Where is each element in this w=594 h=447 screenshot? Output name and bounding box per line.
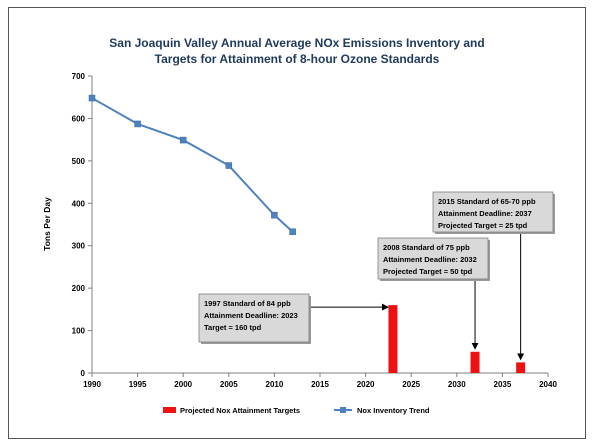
annotation-text: Projected Target = 50 tpd [383,267,473,276]
trend-point [179,136,187,144]
axes: 0 100 200 300 400 500 600 700 1990 1995 2000 2005 20… [72,72,558,389]
annotation-text: Attainment Deadline: 2032 [383,255,477,264]
legend-label-trend: Nox Inventory Trend [357,406,430,415]
trend-point [225,162,233,169]
target-bars [388,305,526,373]
chart-title-line-2: Targets for Attainment of 8-hour Ozone S… [155,52,440,66]
x-tick-label: 1995 [129,380,147,389]
legend: Projected Nox Attainment Targets Nox Inve… [163,406,430,415]
annotation-text: Attainment Deadline: 2023 [204,311,298,320]
trend-point [134,120,141,128]
y-axis-label: Tons Per Day [42,197,52,251]
x-tick-label: 2000 [174,380,192,389]
x-tick-label: 2030 [448,380,466,389]
annotation-text: Projected Target = 25 tpd [438,221,528,230]
y-tick-label: 0 [81,369,86,378]
trend-point [289,228,296,235]
annotation-text: 1997 Standard of 84 ppb [204,299,291,308]
inventory-trend [88,94,296,235]
y-tick-label: 400 [72,199,86,208]
target-bar [470,351,480,373]
legend-marker-trend [340,407,346,413]
legend-swatch-targets [163,407,176,413]
y-tick-label: 700 [72,72,86,81]
x-tick-label: 2040 [539,380,557,389]
chart-title-line-1: San Joaquin Valley Annual Average NOx Em… [109,36,484,50]
target-bar [516,362,526,373]
target-bar [388,305,398,373]
trend-point [271,211,278,219]
annotation-text: Target = 160 tpd [204,323,262,332]
y-tick-label: 300 [72,242,86,251]
annotation-text: Attainment Deadline: 2037 [438,209,532,218]
y-tick-label: 500 [72,157,86,166]
annotation-box [198,293,310,343]
x-tick-label: 2025 [402,380,420,389]
annotations: 1997 Standard of 84 ppb Attainment Deadli… [198,191,555,361]
y-tick-label: 200 [72,284,86,293]
x-tick-label: 2010 [266,380,284,389]
y-tick-label: 600 [72,114,86,123]
x-tick-label: 2020 [357,380,375,389]
trend-point [88,94,96,102]
y-tick-label: 100 [72,327,86,336]
legend-label-targets: Projected Nox Attainment Targets [180,406,300,415]
x-tick-label: 2015 [311,380,329,389]
annotation-text: 2008 Standard of 75 ppb [383,243,470,252]
annotation-box [432,191,554,233]
x-tick-label: 2005 [220,380,238,389]
x-tick-label: 2035 [494,380,512,389]
x-tick-label: 1990 [83,380,101,389]
annotation-text: 2015 Standard of 65-70 ppb [438,197,536,206]
annotation-box [377,237,489,280]
trend-line [91,97,294,233]
